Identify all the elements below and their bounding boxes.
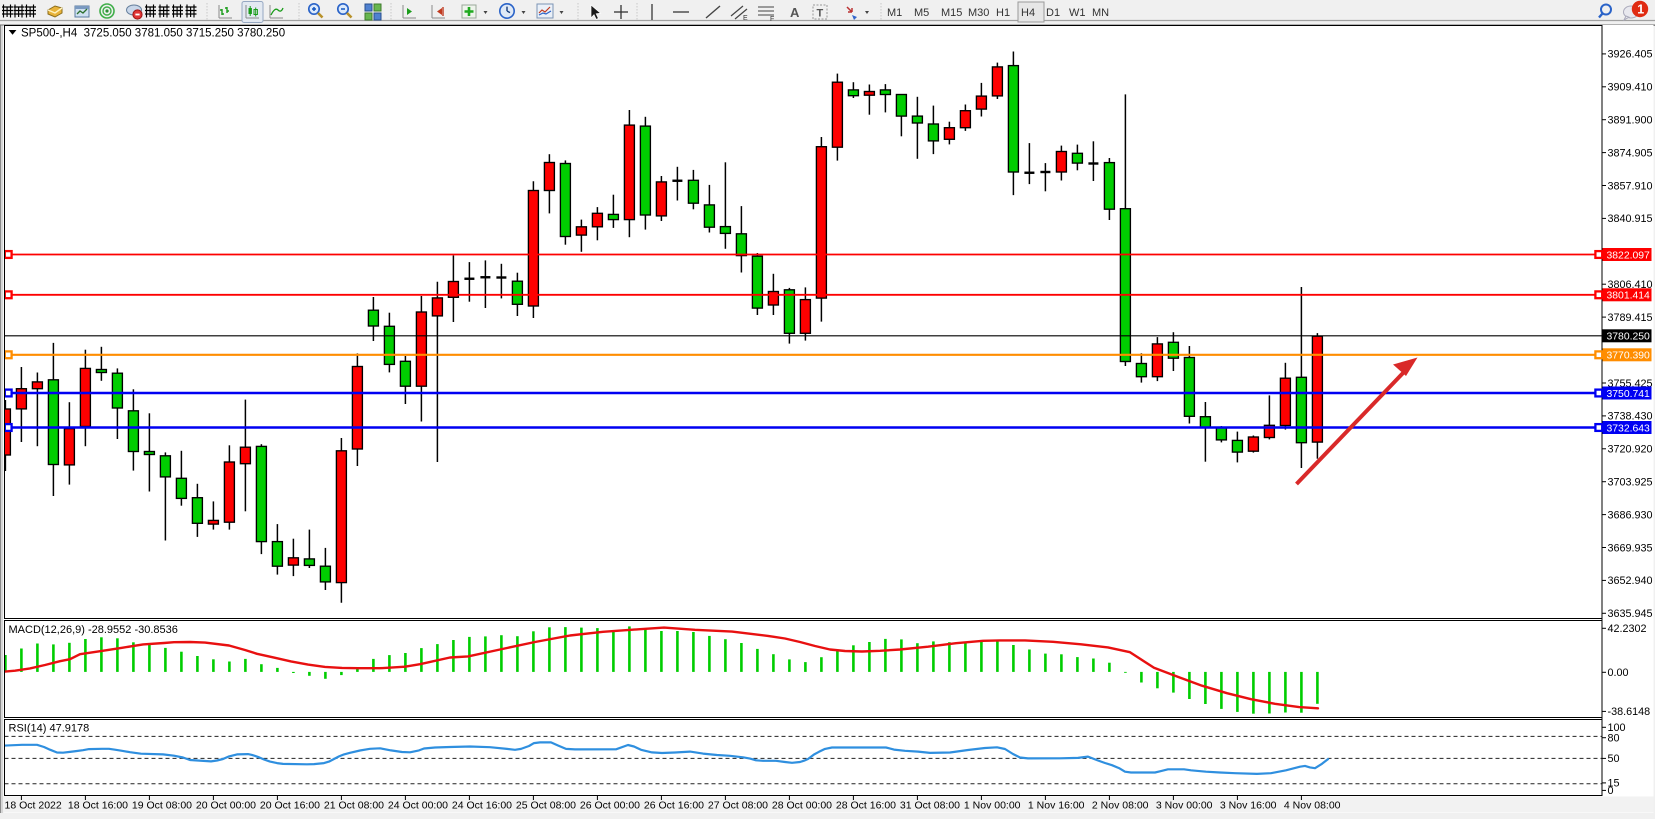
svg-text:18 Oct 2022: 18 Oct 2022 [5,800,62,812]
svg-text:3750.741: 3750.741 [1607,389,1651,400]
svg-text:3 Nov 16:00: 3 Nov 16:00 [1220,800,1277,812]
svg-text:28 Oct 16:00: 28 Oct 16:00 [836,800,896,812]
svg-text:42.2302: 42.2302 [1608,623,1647,635]
svg-text:MACD(12,26,9) -28.9552 -30.853: MACD(12,26,9) -28.9552 -30.8536 [9,624,178,636]
svg-text:3732.643: 3732.643 [1607,423,1651,434]
svg-text:3891.900: 3891.900 [1608,115,1653,127]
svg-text:3857.910: 3857.910 [1608,180,1653,192]
svg-text:3874.905: 3874.905 [1608,147,1653,159]
svg-text:0.00: 0.00 [1608,667,1629,679]
svg-text:D1: D1 [1046,7,1060,19]
svg-text:W1: W1 [1069,7,1086,19]
svg-text:3822.097: 3822.097 [1607,250,1651,261]
svg-text:3 Nov 00:00: 3 Nov 00:00 [1156,800,1213,812]
svg-text:24 Oct 00:00: 24 Oct 00:00 [388,800,448,812]
svg-text:26 Oct 00:00: 26 Oct 00:00 [580,800,640,812]
svg-text:H4: H4 [1021,7,1035,19]
svg-text:M1: M1 [887,7,902,19]
svg-text:1: 1 [1637,2,1644,16]
svg-text:50: 50 [1608,753,1620,765]
svg-text:M30: M30 [968,7,989,19]
svg-text:24 Oct 16:00: 24 Oct 16:00 [452,800,512,812]
svg-text:3703.925: 3703.925 [1608,477,1653,489]
svg-text:3806.410: 3806.410 [1608,279,1653,291]
svg-text:3801.414: 3801.414 [1607,291,1651,302]
svg-text:3770.390: 3770.390 [1607,351,1651,362]
svg-text:SP500-,H4 3725.050 3781.050 3: SP500-,H4 3725.050 3781.050 3715.250 378… [21,28,285,40]
svg-text:3926.405: 3926.405 [1608,49,1653,61]
svg-text:H1: H1 [996,7,1010,19]
svg-text:21 Oct 08:00: 21 Oct 08:00 [324,800,384,812]
svg-text:3686.930: 3686.930 [1608,509,1653,521]
svg-text:3789.415: 3789.415 [1608,312,1653,324]
svg-text:3720.920: 3720.920 [1608,444,1653,456]
svg-text:3669.935: 3669.935 [1608,542,1653,554]
svg-text:31 Oct 08:00: 31 Oct 08:00 [900,800,960,812]
svg-text:E: E [743,15,748,22]
svg-text:A: A [790,5,800,20]
svg-text:-38.6148: -38.6148 [1608,706,1651,718]
svg-text:3635.945: 3635.945 [1608,608,1653,620]
svg-text:MN: MN [1092,7,1109,19]
svg-text:20 Oct 16:00: 20 Oct 16:00 [260,800,320,812]
svg-text:1 Nov 00:00: 1 Nov 00:00 [964,800,1021,812]
svg-text:F: F [770,16,774,23]
svg-text:0: 0 [1608,785,1614,797]
svg-text:26 Oct 16:00: 26 Oct 16:00 [644,800,704,812]
svg-text:15: 15 [1608,778,1620,790]
svg-text:3909.410: 3909.410 [1608,82,1653,94]
svg-text:3738.430: 3738.430 [1608,411,1653,423]
svg-text:100: 100 [1608,722,1626,734]
svg-text:2 Nov 08:00: 2 Nov 08:00 [1092,800,1149,812]
svg-text:RSI(14) 47.9178: RSI(14) 47.9178 [9,723,90,735]
svg-text:4 Nov 08:00: 4 Nov 08:00 [1284,800,1341,812]
svg-text:80: 80 [1608,733,1620,745]
svg-text:18 Oct 16:00: 18 Oct 16:00 [68,800,128,812]
svg-text:3652.940: 3652.940 [1608,575,1653,587]
svg-text:25 Oct 08:00: 25 Oct 08:00 [516,800,576,812]
svg-text:M5: M5 [914,7,929,19]
svg-text:28 Oct 00:00: 28 Oct 00:00 [772,800,832,812]
svg-text:3780.250: 3780.250 [1607,332,1651,343]
svg-text:20 Oct 00:00: 20 Oct 00:00 [196,800,256,812]
svg-text:1 Nov 16:00: 1 Nov 16:00 [1028,800,1085,812]
svg-text:19 Oct 08:00: 19 Oct 08:00 [132,800,192,812]
svg-text:M15: M15 [941,7,962,19]
svg-text:27 Oct 08:00: 27 Oct 08:00 [708,800,768,812]
svg-text:T: T [817,8,824,20]
svg-text:3840.915: 3840.915 [1608,213,1653,225]
